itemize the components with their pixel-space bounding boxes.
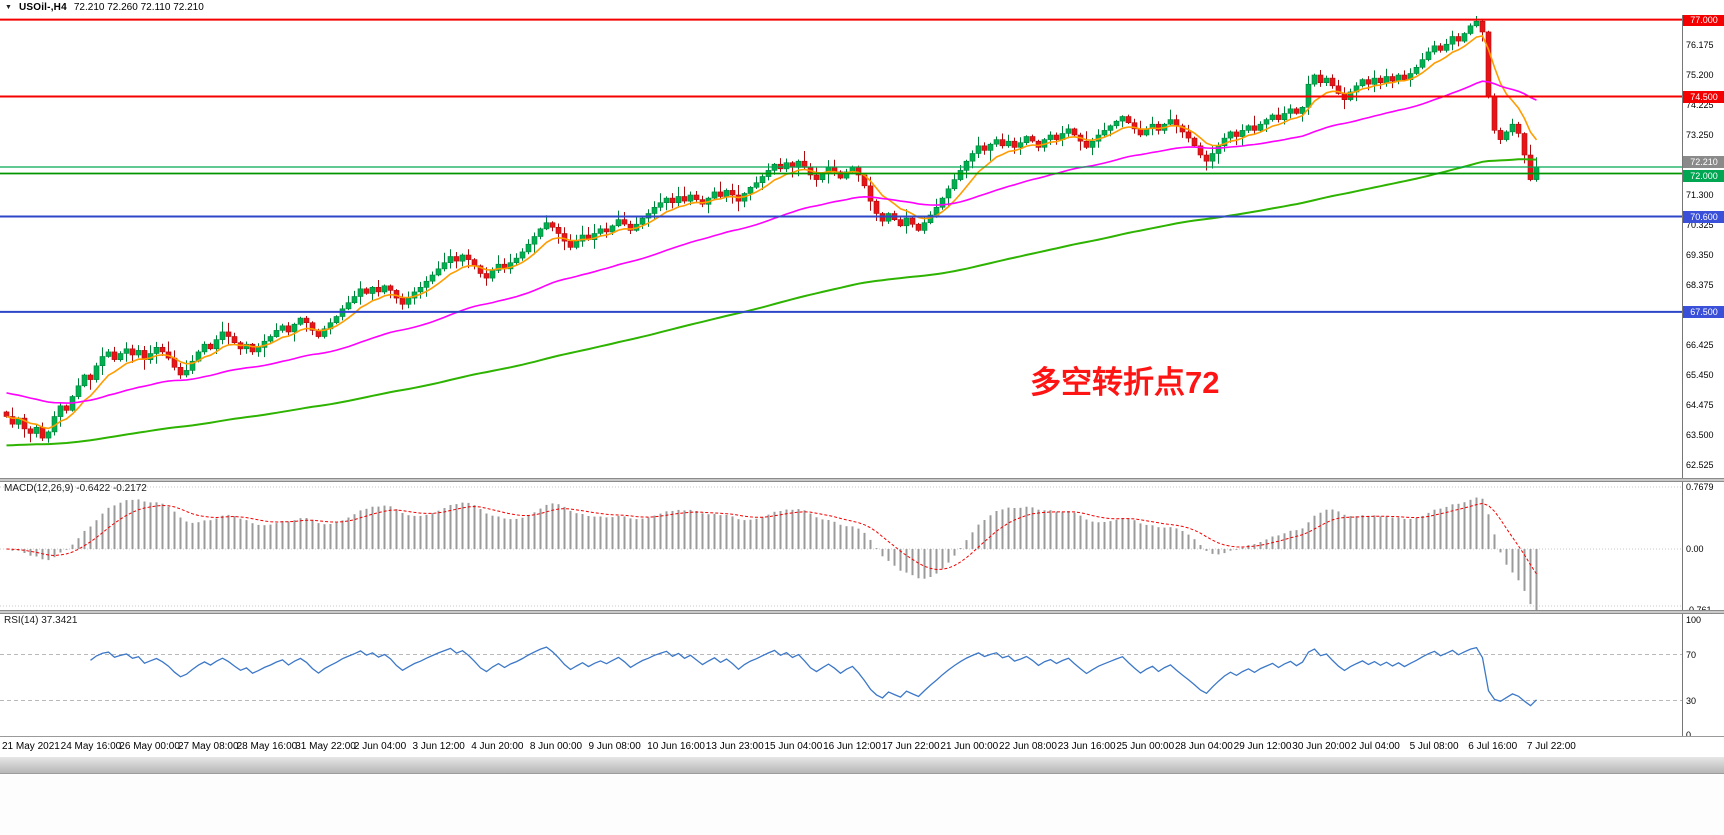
price-axis-tick: 76.175: [1686, 40, 1714, 50]
price-axis-tick: 70: [1686, 649, 1697, 660]
bottom-fill: [0, 774, 1724, 835]
price-axis-tick: 73.250: [1686, 129, 1714, 140]
time-axis-label: 23 Jun 16:00: [1057, 741, 1116, 752]
chart-annotation-text: 多空转折点72: [1030, 365, 1220, 400]
price-axis-tick: 100: [1686, 615, 1702, 625]
main-chart-canvas: [0, 16, 1682, 447]
price-line-badge: 77.000: [1683, 13, 1724, 26]
symbol-dropdown-icon[interactable]: ▼: [5, 4, 12, 11]
price-axis-tick: 0.7679: [1686, 481, 1714, 492]
price-axis[interactable]: 76.175 75.200 74.225 73.250 71.300 70.325 69.3…: [1682, 13, 1724, 740]
symbol-timeframe-label: USOil-,H4: [18, 2, 67, 13]
price-axis-tick: 0: [1686, 730, 1692, 740]
time-axis-label: 30 Jun 20:00: [1292, 741, 1351, 752]
panel-separator[interactable]: [0, 610, 1724, 614]
price-axis-tick: 65.450: [1686, 369, 1714, 380]
time-axis-label: 13 Jun 23:00: [705, 741, 764, 752]
price-line-badge: 72.210: [1683, 155, 1724, 168]
time-axis-label: 27 May 08:00: [177, 741, 239, 752]
price-axis-tick: 64.475: [1686, 399, 1714, 410]
rsi-indicator-panel[interactable]: RSI(14) 37.3421: [0, 614, 1682, 736]
macd-histogram: [11, 497, 1538, 610]
ohlc-values: 72.210 72.260 72.110 72.210: [73, 2, 204, 13]
time-axis-label: 28 May 16:00: [236, 741, 298, 752]
price-axis-tick: 30: [1686, 695, 1697, 706]
macd-indicator-label: MACD(12,26,9) -0.6422 -0.2172: [4, 483, 147, 494]
price-axis-tick: 71.300: [1686, 189, 1714, 200]
time-axis-label: 2 Jul 04:00: [1350, 741, 1400, 752]
macd-canvas: [0, 486, 1682, 610]
rsi-canvas: [0, 646, 1682, 707]
price-axis-tick: 75.200: [1686, 69, 1714, 80]
price-axis-tick: 69.350: [1686, 249, 1714, 260]
price-axis-tick: 63.500: [1686, 429, 1714, 440]
chart-header: ▼ USOil-,H4 72.210 72.260 72.110 72.210: [0, 0, 1724, 15]
bottom-strip: [0, 757, 1724, 774]
time-axis-label: 29 Jun 12:00: [1233, 741, 1292, 752]
candles: [3, 16, 1540, 443]
time-axis-label: 3 Jun 12:00: [412, 741, 465, 752]
time-axis-label: 21 Jun 00:00: [940, 741, 999, 752]
time-axis-label: 10 Jun 16:00: [647, 741, 705, 752]
time-axis-label: 24 May 16:00: [60, 741, 122, 752]
price-line-badge: 74.500: [1683, 90, 1724, 103]
time-axis[interactable]: 21 May 2021 24 May 16:00 26 May 00:00 27 Ma…: [0, 736, 1724, 757]
time-axis-label: 17 Jun 22:00: [881, 741, 940, 752]
time-axis-label: 28 Jun 04:00: [1175, 741, 1233, 752]
price-axis-tick: 70.325: [1686, 219, 1714, 230]
price-axis-tick: 74.225: [1686, 99, 1714, 110]
price-axis-tick: 68.375: [1686, 279, 1714, 290]
price-axis-tick: 62.525: [1686, 459, 1714, 470]
ma-fast-line: [6, 34, 1538, 430]
rsi-indicator-label: RSI(14) 37.3421: [4, 615, 78, 626]
time-axis-label: 6 Jul 16:00: [1468, 741, 1518, 752]
time-axis-label: 15 Jun 04:00: [764, 741, 823, 752]
main-chart-panel[interactable]: 多空转折点72: [0, 15, 1682, 478]
price-line-badge: 67.500: [1683, 305, 1724, 318]
ma-mid-line: [6, 80, 1537, 404]
time-axis-label: 5 Jul 08:00: [1409, 741, 1459, 752]
time-axis-label: 7 Jul 22:00: [1526, 741, 1576, 752]
ma-slow-line: [6, 158, 1537, 447]
price-line-badge: 70.600: [1683, 210, 1724, 223]
time-axis-label: 26 May 00:00: [119, 741, 180, 752]
time-axis-label: 21 May 2021: [2, 741, 60, 752]
time-axis-label: 8 Jun 00:00: [529, 741, 583, 752]
time-axis-label: 4 Jun 20:00: [471, 741, 524, 752]
time-axis-label: 2 Jun 04:00: [353, 741, 407, 752]
rsi-line: [90, 646, 1537, 707]
time-axis-label: 22 Jun 08:00: [999, 741, 1057, 752]
time-axis-label: 9 Jun 08:00: [588, 741, 641, 752]
time-axis-label: 16 Jun 12:00: [823, 741, 881, 752]
time-axis-label: 25 Jun 00:00: [1116, 741, 1175, 752]
time-axis-label: 31 May 22:00: [295, 741, 356, 752]
price-line-badge: 72.000: [1683, 170, 1724, 183]
macd-signal-line: [6, 502, 1537, 575]
panel-separator[interactable]: [0, 478, 1724, 482]
macd-indicator-panel[interactable]: MACD(12,26,9) -0.6422 -0.2172: [0, 482, 1682, 610]
price-axis-tick: 0.00: [1686, 544, 1704, 554]
price-axis-tick: 66.425: [1686, 339, 1714, 350]
